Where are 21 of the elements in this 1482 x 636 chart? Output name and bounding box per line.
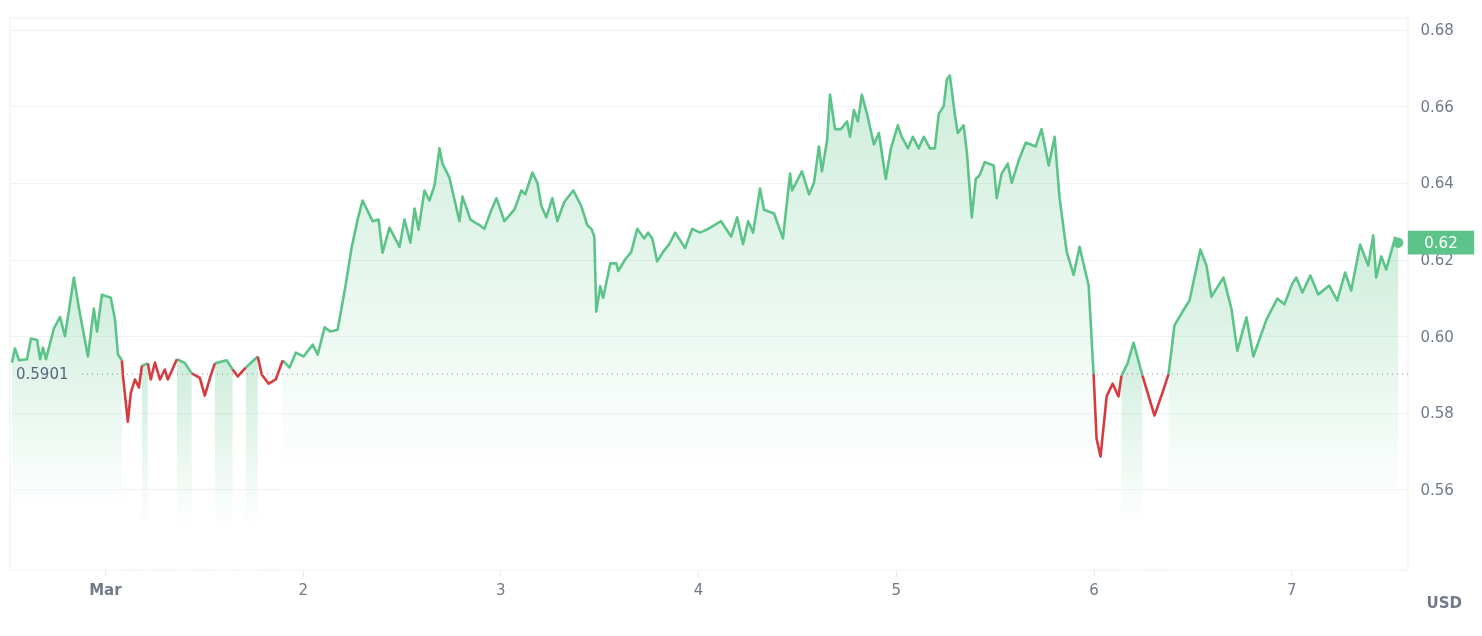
y-tick-label: 0.68 — [1420, 21, 1454, 39]
line-series — [146, 357, 179, 381]
x-tick-label: 7 — [1287, 580, 1297, 599]
y-tick-label: 0.56 — [1420, 481, 1454, 499]
x-tick-label: 6 — [1089, 580, 1099, 599]
y-axis-title: USD — [1426, 593, 1462, 612]
y-tick-label: 0.60 — [1420, 327, 1454, 346]
line-series — [256, 355, 284, 385]
x-tick-label: 5 — [891, 580, 902, 599]
y-tick-label: 0.66 — [1420, 97, 1454, 116]
x-tick-label: 4 — [693, 580, 704, 599]
line-series — [1092, 372, 1123, 458]
x-tick-label: 3 — [496, 580, 506, 599]
x-tick-label: 2 — [298, 580, 308, 599]
line-series — [120, 359, 144, 423]
x-tick-label: Mar — [89, 580, 123, 599]
y-tick-label: 0.58 — [1420, 404, 1454, 423]
y-tick-label: 0.64 — [1420, 174, 1454, 193]
ref-line-label: 0.5901 — [16, 365, 69, 384]
line-series — [190, 362, 217, 397]
line-series — [1141, 372, 1170, 417]
